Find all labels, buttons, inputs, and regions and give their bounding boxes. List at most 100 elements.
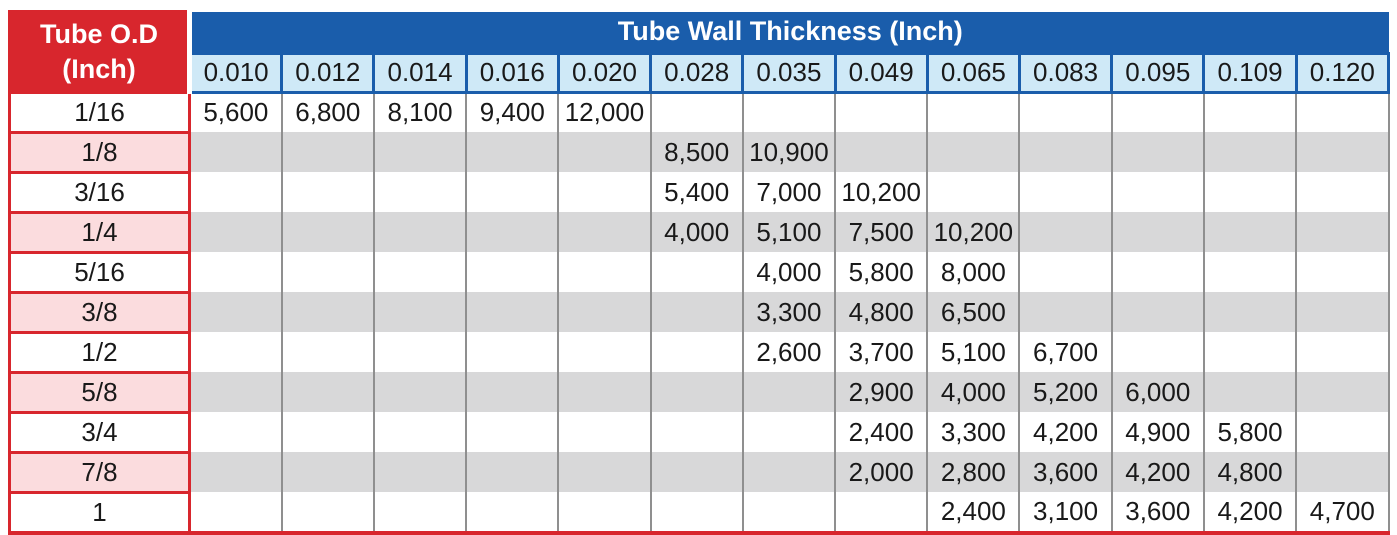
burst-pressure-cell bbox=[1295, 212, 1390, 252]
burst-pressure-cell bbox=[280, 492, 375, 533]
thickness-column-header: 0.120 bbox=[1294, 51, 1391, 94]
burst-pressure-cell bbox=[189, 372, 283, 412]
burst-pressure-cell: 7,000 bbox=[741, 172, 837, 212]
thickness-column-header: 0.109 bbox=[1202, 51, 1298, 94]
burst-pressure-cell bbox=[1110, 172, 1205, 212]
table-row: 3/16 5,400 7,000 10,200 bbox=[8, 170, 1390, 214]
burst-pressure-cell: 3,600 bbox=[1110, 492, 1205, 533]
header-row: Tube O.D (Inch) Tube Wall Thickness (Inc… bbox=[8, 10, 1389, 94]
od-header-cell: Tube O.D (Inch) bbox=[8, 10, 191, 94]
burst-pressure-cell bbox=[649, 252, 744, 292]
burst-pressure-cell: 8,500 bbox=[649, 132, 744, 172]
burst-pressure-cell bbox=[189, 252, 283, 292]
burst-pressure-cell: 12,000 bbox=[557, 92, 652, 132]
burst-pressure-cell bbox=[926, 132, 1021, 172]
burst-pressure-cell bbox=[1018, 212, 1113, 252]
burst-pressure-cell: 3,700 bbox=[834, 332, 929, 372]
burst-pressure-cell bbox=[1018, 92, 1113, 132]
burst-pressure-cell bbox=[280, 252, 375, 292]
burst-pressure-cell bbox=[1202, 132, 1298, 172]
burst-pressure-cell bbox=[465, 172, 560, 212]
burst-pressure-cell bbox=[1295, 452, 1390, 492]
table-row: 1/16 5,600 6,800 8,100 9,400 12,000 bbox=[8, 90, 1390, 134]
burst-pressure-cell bbox=[189, 132, 283, 172]
burst-pressure-cell: 2,900 bbox=[834, 372, 929, 412]
burst-pressure-cell: 6,700 bbox=[1018, 332, 1113, 372]
burst-pressure-cell bbox=[1202, 172, 1298, 212]
burst-pressure-cell bbox=[649, 492, 744, 533]
burst-pressure-cell bbox=[1110, 292, 1205, 332]
burst-pressure-cell: 4,200 bbox=[1202, 492, 1298, 533]
od-cell: 3/4 bbox=[8, 410, 191, 454]
burst-pressure-cell bbox=[189, 492, 283, 533]
burst-pressure-cell bbox=[557, 332, 652, 372]
burst-pressure-cell bbox=[1110, 132, 1205, 172]
burst-pressure-cell: 10,900 bbox=[741, 132, 837, 172]
burst-pressure-cell: 8,100 bbox=[372, 92, 468, 132]
thickness-column-header: 0.035 bbox=[741, 51, 837, 94]
burst-pressure-cell: 4,900 bbox=[1110, 412, 1205, 452]
burst-pressure-cell bbox=[1295, 412, 1390, 452]
burst-pressure-cell bbox=[465, 252, 560, 292]
burst-pressure-cell bbox=[926, 92, 1021, 132]
burst-pressure-cell: 6,500 bbox=[926, 292, 1021, 332]
table-body: 1/16 5,600 6,800 8,100 9,400 12,000 1/8 8,500 10… bbox=[8, 90, 1390, 534]
burst-pressure-cell bbox=[557, 292, 652, 332]
burst-pressure-cell bbox=[1295, 252, 1390, 292]
burst-pressure-cell bbox=[834, 92, 929, 132]
od-cell: 5/8 bbox=[8, 370, 191, 414]
thickness-column-header: 0.083 bbox=[1017, 51, 1114, 94]
burst-pressure-table: Tube O.D (Inch) Tube Wall Thickness (Inc… bbox=[8, 10, 1391, 535]
od-header-line2: (Inch) bbox=[62, 53, 136, 84]
burst-pressure-cell bbox=[372, 332, 468, 372]
burst-pressure-cell bbox=[465, 412, 560, 452]
od-cell: 1/8 bbox=[8, 130, 191, 174]
burst-pressure-cell bbox=[372, 452, 468, 492]
burst-pressure-cell: 7,500 bbox=[834, 212, 929, 252]
burst-pressure-cell bbox=[649, 292, 744, 332]
burst-pressure-cell bbox=[1295, 172, 1390, 212]
burst-pressure-cell bbox=[1202, 332, 1298, 372]
burst-pressure-cell bbox=[189, 332, 283, 372]
burst-pressure-cell: 4,200 bbox=[1110, 452, 1205, 492]
burst-pressure-cell: 2,400 bbox=[834, 412, 929, 452]
burst-pressure-cell bbox=[557, 452, 652, 492]
burst-pressure-cell: 9,400 bbox=[465, 92, 560, 132]
burst-pressure-cell bbox=[1202, 212, 1298, 252]
burst-pressure-cell: 3,300 bbox=[926, 412, 1021, 452]
burst-pressure-cell bbox=[649, 372, 744, 412]
burst-pressure-cell bbox=[834, 492, 929, 533]
od-cell: 1/2 bbox=[8, 330, 191, 374]
table-row: 5/16 4,000 5,800 8,000 bbox=[8, 250, 1390, 294]
thickness-column-header: 0.049 bbox=[833, 51, 929, 94]
burst-pressure-cell bbox=[465, 452, 560, 492]
burst-pressure-cell bbox=[1295, 372, 1390, 412]
burst-pressure-cell bbox=[649, 332, 744, 372]
burst-pressure-cell bbox=[557, 132, 652, 172]
burst-pressure-cell bbox=[280, 172, 375, 212]
burst-pressure-cell bbox=[189, 412, 283, 452]
table-row: 5/8 2,900 4,000 5,200 6,000 bbox=[8, 370, 1390, 414]
thickness-column-header: 0.016 bbox=[464, 51, 560, 94]
table-row: 1/2 2,600 3,700 5,100 6,700 bbox=[8, 330, 1390, 374]
burst-pressure-cell bbox=[189, 452, 283, 492]
burst-pressure-cell: 10,200 bbox=[834, 172, 929, 212]
od-cell: 3/8 bbox=[8, 290, 191, 334]
burst-pressure-cell bbox=[465, 332, 560, 372]
burst-pressure-cell bbox=[465, 212, 560, 252]
burst-pressure-cell: 3,600 bbox=[1018, 452, 1113, 492]
burst-pressure-cell bbox=[649, 92, 744, 132]
burst-pressure-cell bbox=[280, 372, 375, 412]
burst-pressure-cell bbox=[557, 252, 652, 292]
page: Tube O.D (Inch) Tube Wall Thickness (Inc… bbox=[8, 10, 1391, 535]
burst-pressure-cell bbox=[1018, 172, 1113, 212]
burst-pressure-cell bbox=[372, 212, 468, 252]
burst-pressure-cell bbox=[1295, 292, 1390, 332]
table-row: 1/4 4,000 5,100 7,500 10,200 bbox=[8, 210, 1390, 254]
burst-pressure-cell bbox=[1202, 252, 1298, 292]
burst-pressure-cell: 5,100 bbox=[926, 332, 1021, 372]
burst-pressure-cell: 5,100 bbox=[741, 212, 837, 252]
burst-pressure-cell bbox=[465, 492, 560, 533]
burst-pressure-cell bbox=[741, 492, 837, 533]
burst-pressure-cell bbox=[741, 372, 837, 412]
